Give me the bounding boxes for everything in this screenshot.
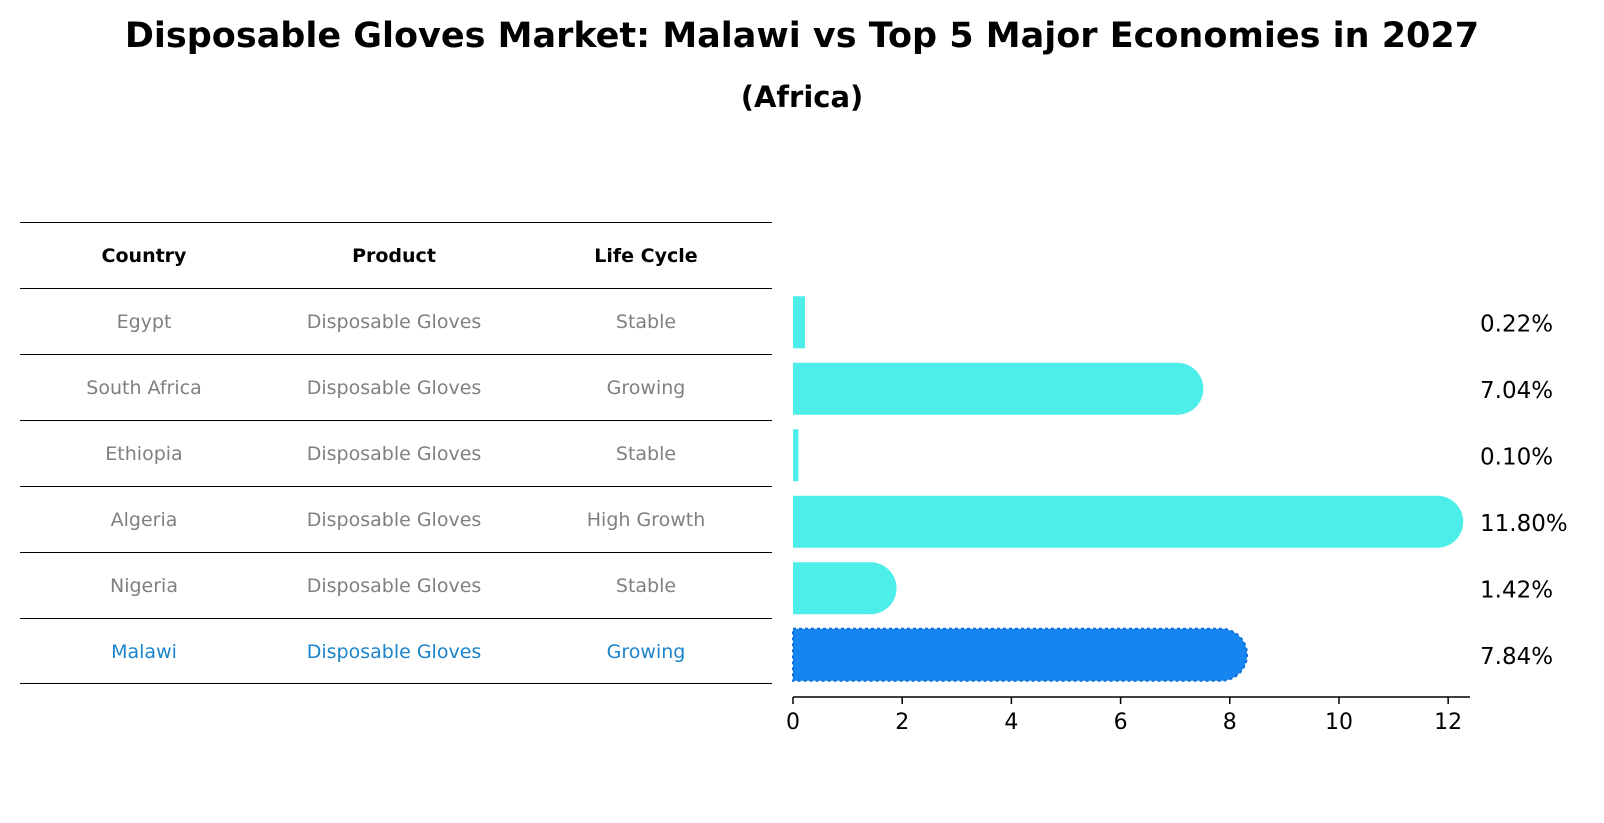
cell-country: Algeria — [110, 509, 178, 531]
value-label: 7.04% — [1480, 378, 1553, 404]
cell-country: Ethiopia — [105, 443, 183, 465]
cell-product: Disposable Gloves — [306, 509, 482, 531]
bar-malawi — [793, 628, 1248, 681]
cell-product: Disposable Gloves — [306, 443, 482, 465]
x-tick-label: 2 — [895, 710, 909, 735]
bar-highlight-outline — [792, 627, 1249, 682]
cell-product: Disposable Gloves — [306, 377, 482, 399]
header-life-cycle: Life Cycle — [594, 245, 698, 267]
cell-product: Disposable Gloves — [306, 575, 482, 597]
table-row: Algeria Disposable Gloves High Growth — [20, 486, 772, 552]
header-country: Country — [101, 245, 187, 267]
value-label: 7.84% — [1480, 644, 1553, 670]
chart-title: Disposable Gloves Market: Malawi vs Top … — [124, 16, 1480, 56]
x-tick-label: 6 — [1114, 710, 1128, 735]
cell-country: Nigeria — [110, 575, 178, 597]
table-row: South Africa Disposable Gloves Growing — [20, 354, 772, 420]
chart-subtitle: (Africa) — [740, 80, 864, 114]
bar-algeria — [793, 495, 1464, 548]
cell-product: Disposable Gloves — [306, 311, 482, 333]
cell-life-cycle: Growing — [606, 377, 686, 399]
cell-life-cycle: High Growth — [586, 509, 706, 531]
value-label: 0.22% — [1480, 311, 1553, 337]
bar-south-africa — [793, 362, 1204, 415]
bar-egypt — [793, 296, 806, 349]
bar-ethiopia — [793, 429, 799, 482]
x-tick-label: 0 — [786, 710, 800, 735]
cell-life-cycle: Growing — [606, 641, 686, 663]
cell-life-cycle: Stable — [615, 311, 677, 333]
cell-life-cycle: Stable — [615, 443, 677, 465]
value-label: 11.80% — [1480, 511, 1568, 537]
table-row: Egypt Disposable Gloves Stable — [20, 288, 772, 354]
cell-country: Egypt — [116, 311, 172, 333]
cell-country: South Africa — [86, 377, 202, 399]
country-table: Country Product Life Cycle Egypt Disposa… — [20, 222, 772, 684]
cell-life-cycle: Stable — [615, 575, 677, 597]
bar-nigeria — [793, 562, 897, 615]
x-tick-label: 8 — [1223, 710, 1237, 735]
x-tick-label: 10 — [1325, 710, 1353, 735]
cell-product: Disposable Gloves — [306, 641, 482, 663]
table-header-row: Country Product Life Cycle — [20, 222, 772, 288]
table-row: Ethiopia Disposable Gloves Stable — [20, 420, 772, 486]
table-row-highlight: Malawi Disposable Gloves Growing — [20, 618, 772, 684]
value-label: 0.10% — [1480, 444, 1553, 470]
header-product: Product — [352, 245, 436, 267]
value-label: 1.42% — [1480, 577, 1553, 603]
x-tick-label: 12 — [1434, 710, 1462, 735]
cell-country: Malawi — [111, 641, 177, 663]
x-tick-label: 4 — [1004, 710, 1018, 735]
table-row: Nigeria Disposable Gloves Stable — [20, 552, 772, 618]
